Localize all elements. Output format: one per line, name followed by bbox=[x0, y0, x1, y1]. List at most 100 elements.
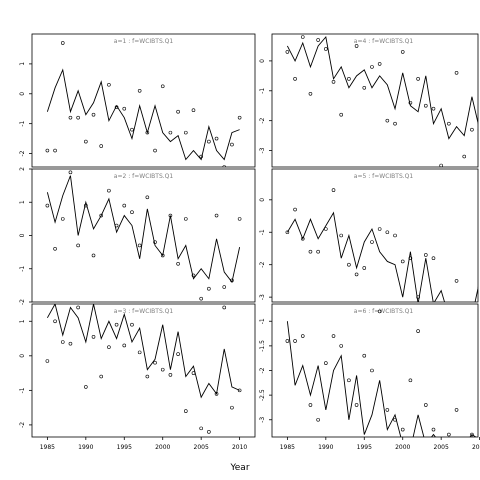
observed-point bbox=[347, 262, 351, 267]
y-tick-label: -3 bbox=[259, 147, 266, 153]
fitted-line bbox=[286, 211, 478, 302]
observed-point bbox=[316, 38, 320, 42]
observed-point bbox=[183, 409, 188, 413]
observed-point bbox=[68, 341, 73, 346]
observed-point bbox=[331, 80, 336, 84]
x-tick-label: 2005 bbox=[434, 444, 449, 451]
y-tick-label: -2 bbox=[259, 118, 266, 124]
observed-point bbox=[60, 217, 65, 221]
panel-title: a=1 : f=WCIBTS.Q1 bbox=[114, 38, 174, 45]
observed-point bbox=[84, 385, 88, 389]
observed-point bbox=[463, 309, 466, 312]
observed-point bbox=[99, 144, 104, 148]
observed-point bbox=[191, 108, 196, 113]
observed-point bbox=[470, 127, 474, 132]
x-tick-label: 1985 bbox=[40, 444, 55, 451]
observed-point bbox=[168, 130, 173, 135]
fitted-line bbox=[46, 304, 240, 399]
panel-title: a=6 : f=WCIBTS.Q1 bbox=[354, 308, 414, 315]
observed-point bbox=[176, 352, 180, 356]
x-axis-label: Year bbox=[229, 463, 249, 473]
observed-point bbox=[339, 233, 344, 238]
observed-point bbox=[354, 403, 359, 407]
observed-point bbox=[416, 77, 420, 81]
observed-point bbox=[423, 253, 428, 257]
observed-point bbox=[423, 403, 428, 407]
observed-point bbox=[454, 279, 459, 283]
observed-point bbox=[431, 427, 436, 432]
observed-point bbox=[160, 84, 165, 89]
observed-point bbox=[207, 286, 211, 291]
observed-point bbox=[99, 213, 104, 218]
observed-point bbox=[385, 408, 390, 412]
panel-title: a=2 : f=WCIBTS.Q1 bbox=[114, 173, 174, 180]
observed-point bbox=[76, 305, 80, 310]
observed-point bbox=[122, 106, 127, 111]
observed-point bbox=[114, 105, 119, 110]
observed-point bbox=[308, 249, 313, 254]
observed-point bbox=[347, 77, 351, 81]
observed-point bbox=[293, 207, 297, 212]
observed-point bbox=[440, 312, 443, 315]
fitted-line bbox=[286, 35, 478, 140]
observed-point bbox=[470, 432, 474, 437]
observed-point bbox=[168, 213, 173, 218]
observed-point bbox=[370, 368, 374, 373]
panel-6: a=6 : f=WCIBTS.Q1 -3 -2.5 -2 -1.5 -1 1985 1990 1… bbox=[259, 303, 480, 451]
panel-title: a=4 : f=WCIBTS.Q1 bbox=[354, 38, 414, 45]
panel-plot-area bbox=[45, 304, 242, 434]
x-tick-label: 2010 bbox=[472, 444, 480, 451]
observed-point bbox=[107, 83, 111, 87]
x-tick-label: 1990 bbox=[318, 444, 333, 451]
observed-point bbox=[114, 223, 119, 228]
observed-point bbox=[393, 417, 397, 422]
observed-point bbox=[114, 322, 119, 327]
y-tick-label: 0 bbox=[259, 59, 266, 63]
observed-point bbox=[408, 100, 413, 105]
observed-point bbox=[300, 236, 305, 241]
panel-frame bbox=[271, 168, 479, 303]
observed-point bbox=[176, 261, 180, 266]
observed-point bbox=[370, 240, 374, 244]
y-tick-label: -1 bbox=[259, 229, 266, 235]
observed-point bbox=[354, 272, 359, 277]
panel-frame bbox=[271, 303, 479, 438]
observed-point bbox=[285, 50, 290, 54]
observed-point bbox=[447, 121, 451, 126]
panel-title: a=3 : f=WCIBTS.Q1 bbox=[114, 308, 174, 315]
observed-point bbox=[377, 309, 382, 314]
observed-point bbox=[393, 121, 397, 126]
panel-title: a=5 : f=WCIBTS.Q1 bbox=[354, 173, 414, 180]
y-tick-label: -3 bbox=[259, 417, 266, 423]
x-tick-label: 2005 bbox=[194, 444, 209, 451]
observed-point bbox=[91, 253, 96, 258]
observed-point bbox=[53, 148, 57, 153]
y-tick-label: -1 bbox=[259, 88, 266, 94]
panel-frame bbox=[31, 303, 256, 438]
panel-1: a=1 : f=WCIBTS.Q1 -2 -1 0 1 bbox=[19, 33, 256, 168]
observed-point bbox=[199, 154, 203, 159]
observed-point bbox=[60, 340, 65, 344]
panel-plot-area bbox=[285, 309, 478, 437]
observed-point bbox=[408, 256, 413, 261]
observed-point bbox=[199, 426, 203, 431]
observed-point bbox=[160, 253, 165, 258]
fitted-line bbox=[286, 321, 477, 437]
observed-point bbox=[362, 353, 367, 358]
observed-point bbox=[91, 112, 96, 117]
observed-point bbox=[107, 188, 111, 193]
observed-point bbox=[339, 344, 344, 348]
observed-point bbox=[470, 305, 473, 308]
y-tick-label: 1 bbox=[19, 319, 26, 323]
observed-point bbox=[447, 432, 451, 437]
observed-point bbox=[91, 335, 96, 339]
observed-point bbox=[207, 430, 211, 434]
observed-point bbox=[214, 213, 219, 218]
observed-point bbox=[237, 217, 242, 221]
observed-point bbox=[214, 136, 219, 141]
observed-point bbox=[285, 230, 290, 235]
observed-point bbox=[439, 163, 443, 167]
observed-point bbox=[431, 106, 436, 111]
observed-point bbox=[53, 319, 57, 324]
fitted-line bbox=[46, 175, 241, 284]
